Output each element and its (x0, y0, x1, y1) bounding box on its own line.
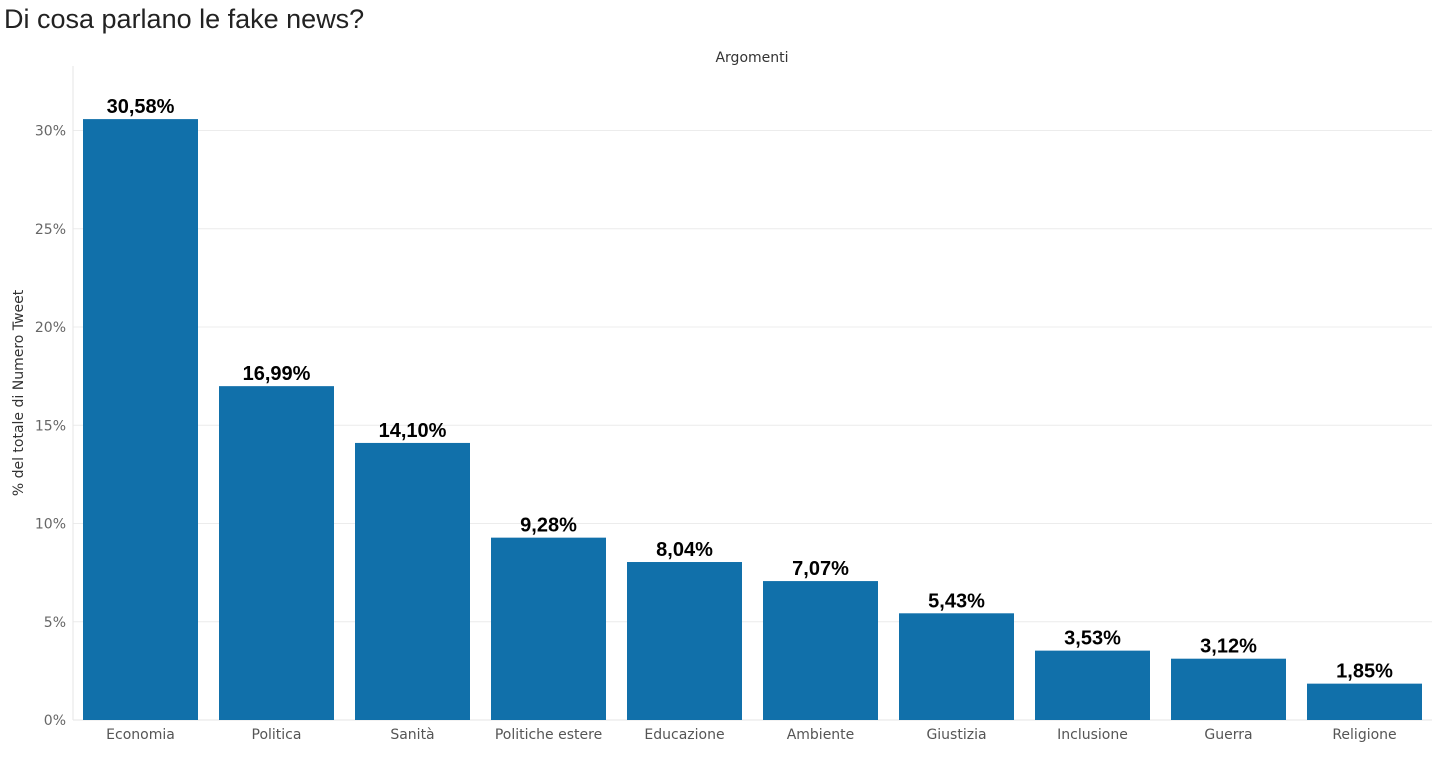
page-title: Di cosa parlano le fake news? (4, 4, 365, 34)
y-tick-label: 10% (35, 517, 66, 533)
bar (1035, 650, 1150, 720)
bar (83, 119, 198, 720)
bars (83, 119, 1422, 720)
y-tick-label: 30% (35, 124, 66, 140)
x-tick-label: Inclusione (1057, 727, 1128, 743)
y-tick-label: 25% (35, 222, 66, 238)
data-labels: 30,58% 16,99% 14,10% 9,28% 8,04% 7,07% 5,43% 3,… (107, 96, 1393, 683)
data-label: 16,99% (243, 363, 311, 385)
y-tick-label: 5% (44, 615, 66, 631)
x-tick-label: Giustizia (926, 727, 986, 743)
x-tick-label: Educazione (644, 727, 724, 743)
data-label: 7,07% (792, 558, 849, 580)
y-tick-label: 15% (35, 418, 66, 434)
data-label: 9,28% (520, 515, 577, 537)
data-label: 14,10% (379, 420, 447, 442)
bar (763, 581, 878, 720)
data-label: 5,43% (928, 590, 985, 612)
bar (491, 537, 606, 720)
x-tick-label: Religione (1332, 727, 1396, 743)
y-tick-label: 20% (35, 320, 66, 336)
data-label: 1,85% (1336, 661, 1393, 683)
x-tick-label: Ambiente (787, 727, 855, 743)
x-tick-label: Economia (106, 727, 175, 743)
bar (627, 562, 742, 720)
x-tick-label: Politica (252, 727, 302, 743)
bar (355, 442, 470, 720)
bar (899, 613, 1014, 720)
bar (1307, 683, 1422, 720)
data-label: 30,58% (107, 96, 175, 118)
y-axis-title: % del totale di Numero Tweet (11, 289, 27, 496)
bar (1171, 658, 1286, 720)
data-label: 8,04% (656, 539, 713, 561)
data-label: 3,12% (1200, 636, 1257, 658)
x-tick-label: Guerra (1204, 727, 1252, 743)
chart-header: Argomenti (715, 50, 788, 66)
x-tick-label: Sanità (390, 727, 434, 743)
y-tick-label: 0% (44, 713, 66, 729)
data-label: 3,53% (1064, 628, 1121, 650)
bar (219, 386, 334, 720)
x-tick-label: Politiche estere (495, 727, 602, 743)
